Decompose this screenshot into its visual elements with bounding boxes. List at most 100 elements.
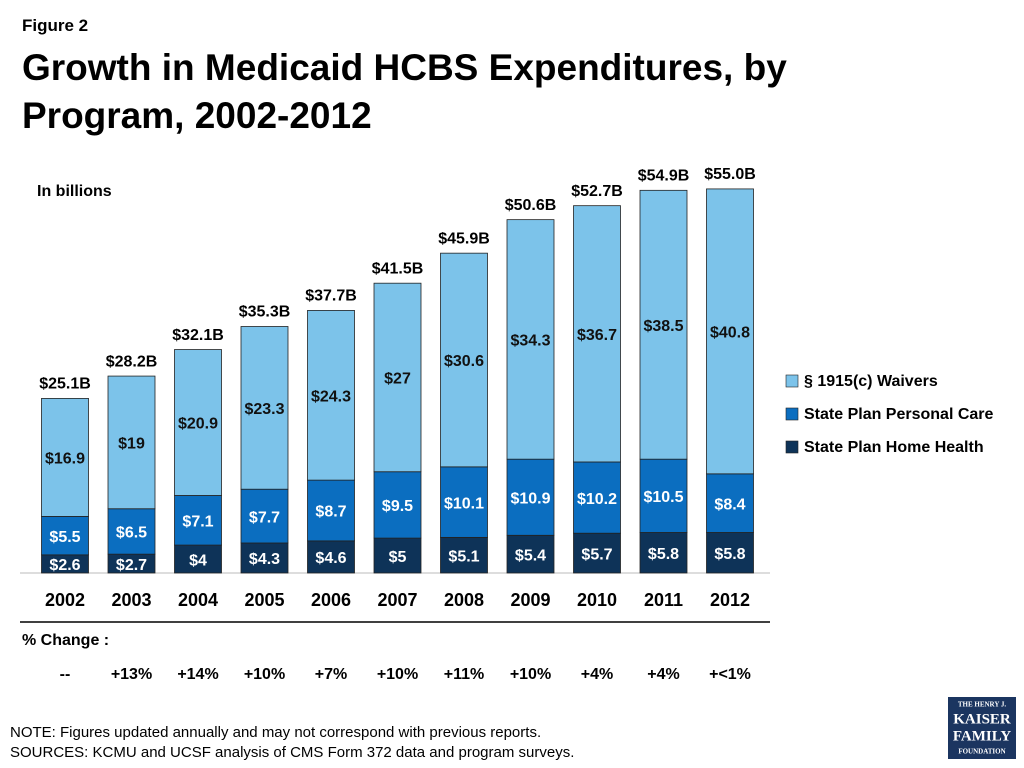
logo-box xyxy=(948,697,1016,759)
total-label: $25.1B xyxy=(39,376,91,393)
change-value: +14% xyxy=(177,666,218,683)
value-label: $5.4 xyxy=(515,547,546,564)
value-label: $5.8 xyxy=(648,546,679,563)
x-tick-label: 2011 xyxy=(644,590,683,610)
value-label: $10.2 xyxy=(577,491,617,508)
change-value: +10% xyxy=(244,666,285,683)
total-label: $50.6B xyxy=(505,197,557,214)
change-value: +10% xyxy=(510,666,551,683)
value-label: $10.1 xyxy=(444,495,484,512)
x-tick-label: 2009 xyxy=(510,590,550,610)
unit-label: In billions xyxy=(37,183,112,200)
value-label: $5.8 xyxy=(714,546,745,563)
bar-segment xyxy=(307,479,355,542)
value-label: $30.6 xyxy=(444,353,484,370)
value-label: $7.7 xyxy=(249,509,280,526)
bar-segment xyxy=(639,189,688,460)
value-label: $2.7 xyxy=(116,557,147,574)
x-tick-label: 2010 xyxy=(577,590,617,610)
x-tick-label: 2008 xyxy=(444,590,484,610)
change-value: +4% xyxy=(581,666,613,683)
total-label: $52.7B xyxy=(571,183,623,200)
value-label: $20.9 xyxy=(178,416,218,433)
bar-segment xyxy=(107,508,156,555)
bar-segment xyxy=(41,398,89,517)
note: NOTE: Figures updated annually and may n… xyxy=(10,724,542,741)
bar-segment xyxy=(373,471,422,539)
x-tick-label: 2003 xyxy=(111,590,151,610)
change-value: +7% xyxy=(315,666,347,683)
value-label: $5.1 xyxy=(448,548,479,565)
legend-swatch xyxy=(785,440,799,454)
bar-segment xyxy=(573,461,621,534)
value-label: $38.5 xyxy=(643,318,683,335)
total-label: $35.3B xyxy=(239,304,291,321)
value-label: $34.3 xyxy=(510,333,550,350)
legend-swatch xyxy=(785,374,799,388)
value-label: $5 xyxy=(389,549,407,566)
change-value: -- xyxy=(60,666,71,683)
bar-segment xyxy=(41,516,89,556)
total-label: $41.5B xyxy=(372,260,424,277)
x-tick-label: 2007 xyxy=(377,590,417,610)
value-label: $23.3 xyxy=(244,401,284,418)
value-label: $9.5 xyxy=(382,498,413,515)
total-label: $45.9B xyxy=(438,230,490,247)
legend-label: § 1915(c) Waivers xyxy=(804,373,938,390)
legend-swatch xyxy=(785,407,799,421)
bar-segment xyxy=(240,326,289,490)
value-label: $4 xyxy=(189,552,207,569)
logo-text: FOUNDATION xyxy=(958,748,1005,756)
note: SOURCES: KCMU and UCSF analysis of CMS F… xyxy=(10,744,575,761)
chart-title: Growth in Medicaid HCBS Expenditures, by… xyxy=(22,47,787,136)
change-value: +<1% xyxy=(709,666,751,683)
x-tick-label: 2005 xyxy=(244,590,284,610)
legend-label: State Plan Home Health xyxy=(804,439,984,456)
change-value: +11% xyxy=(444,666,484,683)
value-label: $10.5 xyxy=(643,489,683,506)
value-label: $24.3 xyxy=(311,388,351,405)
bar-segment xyxy=(307,310,355,481)
bar-segment xyxy=(706,473,754,533)
bar-segment xyxy=(440,536,488,574)
bar-segment xyxy=(240,488,289,544)
bar-segment xyxy=(706,532,754,574)
bar-segment xyxy=(506,458,555,536)
bar-segment xyxy=(174,495,222,546)
bar-segment xyxy=(307,540,355,574)
value-label: $40.8 xyxy=(710,325,750,342)
value-label: $5.5 xyxy=(49,529,80,546)
value-label: $10.9 xyxy=(510,490,550,507)
bar-segment xyxy=(174,349,222,496)
bar-segment xyxy=(440,466,488,538)
value-label: $6.5 xyxy=(116,525,147,542)
figure-label: Figure 2 xyxy=(22,16,89,35)
value-label: $2.6 xyxy=(49,557,80,574)
value-label: $5.7 xyxy=(581,546,612,563)
bar-segment xyxy=(573,205,621,463)
x-tick-label: 2004 xyxy=(178,590,218,610)
value-label: $4.6 xyxy=(315,550,346,567)
change-value: +4% xyxy=(647,666,679,683)
total-label: $54.9B xyxy=(638,168,690,185)
change-value: +13% xyxy=(111,666,152,683)
value-label: $8.7 xyxy=(315,504,346,521)
x-tick-label: 2002 xyxy=(45,590,85,610)
total-label: $55.0B xyxy=(704,166,756,183)
bar-segment xyxy=(373,537,422,574)
change-value: +10% xyxy=(377,666,418,683)
value-label: $8.4 xyxy=(714,496,745,513)
logo-text: FAMILY xyxy=(953,728,1012,744)
value-label: $27 xyxy=(384,371,411,388)
logo-text: KAISER xyxy=(953,711,1011,727)
bar-segment xyxy=(639,458,688,533)
change-label: % Change : xyxy=(22,632,109,649)
bar-segment xyxy=(706,188,754,475)
value-label: $16.9 xyxy=(45,451,85,468)
legend-label: State Plan Personal Care xyxy=(804,406,994,423)
bar-segment xyxy=(639,532,688,574)
x-tick-label: 2012 xyxy=(710,590,750,610)
value-label: $4.3 xyxy=(249,551,280,568)
